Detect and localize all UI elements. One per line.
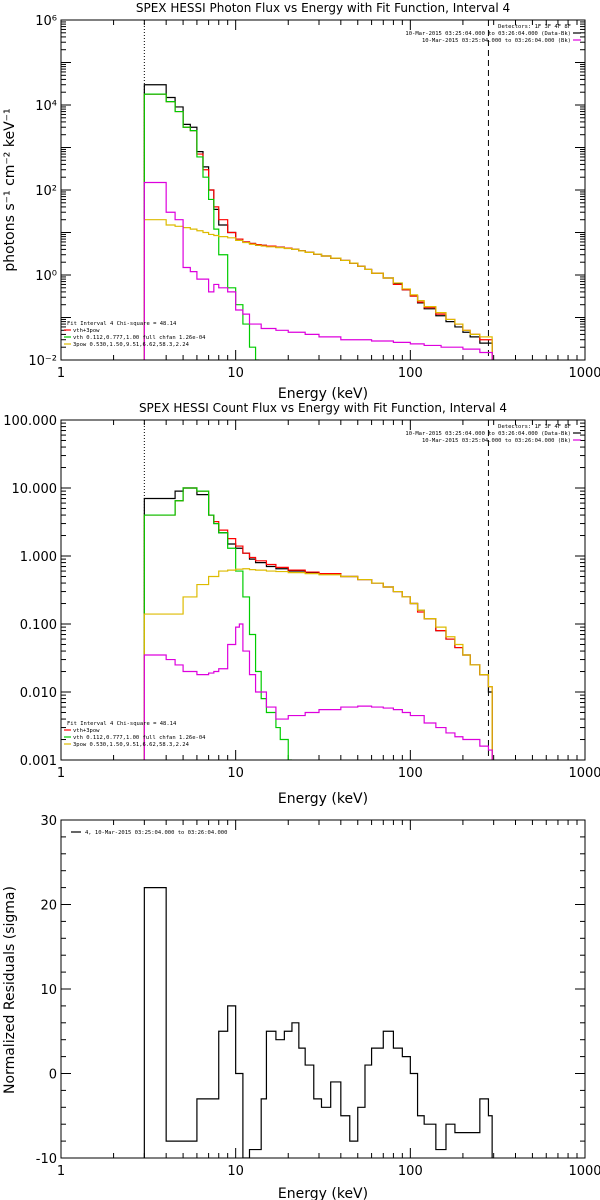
count-flux-legend-bottom-left-entry: 3pow 0.530,1.50,9.51,6.62,58.3,2.24	[73, 742, 190, 748]
photon-flux-y-tick-label: 10⁻²	[28, 354, 57, 369]
residuals-series-group	[143, 887, 493, 1158]
count-flux-y-tick-label: 1.000	[20, 550, 57, 565]
count-flux-y-tick-label: 0.100	[20, 618, 57, 633]
count-flux-legend-bottom-left-entry: vth 0.112,0.777,1.00 full chfan 1.26e-04	[73, 735, 206, 741]
count-flux-panel: SPEX HESSI Count Flux vs Energy with Fit…	[3, 401, 600, 807]
residuals-y-tick-label: 10	[40, 983, 57, 998]
count-flux-series-1-line	[143, 487, 493, 760]
residuals-y-tick-label: 20	[40, 899, 57, 914]
residuals-frame	[60, 819, 586, 1159]
count-flux-series-2-line	[143, 487, 292, 760]
photon-flux-plot-area: 1 10 100 1000 10⁻² 10⁰ 10² 10⁴ 10⁶ Detectors: 1F …	[28, 14, 600, 381]
residuals-y-axis-label: Normalized Residuals (sigma)	[2, 886, 18, 1094]
count-flux-y-tick-label: 10.000	[12, 482, 58, 497]
count-flux-legend-bottom-left-entry: vth+3pow	[73, 728, 100, 734]
count-flux-plot-area: 1 10 100 1000 0.001 0.010 0.100 1.000 10.000 100.…	[3, 414, 600, 781]
photon-flux-y-tick-label: 10⁴	[35, 99, 57, 114]
photon-flux-legend-bottom-left-entry: 3pow 0.530,1.50,9.51,6.62,58.3,2.24	[73, 342, 190, 348]
residuals-panel: 1 10 100 1000 -10 0 10 20 30 4, 10-Mar-2015 03:25…	[2, 814, 600, 1200]
residuals-x-tick-label: 100	[398, 1164, 423, 1179]
count-flux-x-tick-label: 1000	[568, 766, 600, 781]
count-flux-legend-top-right-entry: Detectors: 1F 3F 4F 8F	[498, 424, 571, 430]
residuals-plot-area: 1 10 100 1000 -10 0 10 20 30 4, 10-Mar-2015 03:25…	[36, 814, 600, 1179]
residuals-x-tick-label: 10	[227, 1164, 244, 1179]
count-flux-series-3-line	[143, 568, 493, 760]
count-flux-legend-bottom-left-entry: Fit Interval 4 Chi-square = 48.14	[67, 721, 177, 727]
photon-flux-legend-bottom-left-entry: Fit Interval 4 Chi-square = 48.14	[67, 321, 177, 327]
photon-flux-series-4-line	[143, 181, 493, 360]
photon-flux-legend-top-right-entry: 10-Mar-2015 03:25:04.000 to 03:26:04.000…	[405, 31, 571, 37]
count-flux-series-4-line	[143, 623, 493, 760]
photon-flux-legend-top-right-entry: Detectors: 1F 3F 4F 8F	[498, 24, 571, 30]
residuals-y-tick-label: -10	[36, 1152, 57, 1167]
count-flux-y-tick-label: 100.000	[3, 414, 57, 429]
count-flux-frame	[60, 419, 586, 761]
count-flux-y-tick-label: 0.001	[20, 754, 57, 769]
photon-flux-y-tick-label: 10²	[35, 184, 57, 199]
photon-flux-legend-top-right-entry: 10-Mar-2015 03:25:04.000 to 03:26:04.000…	[422, 38, 571, 44]
count-flux-legend-top-right-entry: 10-Mar-2015 03:25:04.000 to 03:26:04.000…	[405, 431, 571, 437]
count-flux-x-tick-label: 10	[227, 766, 244, 781]
photon-flux-y-axis-label: photons s⁻¹ cm⁻² keV⁻¹	[2, 108, 18, 271]
photon-flux-legend-bottom-left-entry: vth+3pow	[73, 328, 100, 334]
photon-flux-legend-bottom-left-entry: vth 0.112,0.777,1.00 full chfan 1.26e-04	[73, 335, 206, 341]
residuals-series-0-line	[143, 887, 493, 1158]
photon-flux-y-tick-label: 10⁰	[35, 269, 57, 284]
photon-flux-x-tick-label: 100	[398, 366, 423, 381]
count-flux-x-axis-label: Energy (keV)	[278, 791, 368, 807]
photon-flux-x-tick-label: 10	[227, 366, 244, 381]
count-flux-title: SPEX HESSI Count Flux vs Energy with Fit…	[139, 401, 507, 415]
count-flux-x-tick-label: 100	[398, 766, 423, 781]
photon-flux-series-2-line	[143, 93, 260, 360]
residuals-x-tick-label: 1000	[568, 1164, 600, 1179]
photon-flux-series-3-line	[143, 219, 493, 360]
residuals-y-tick-label: 0	[49, 1068, 57, 1083]
photon-flux-title: SPEX HESSI Photon Flux vs Energy with Fi…	[136, 1, 510, 15]
photon-flux-series-group	[143, 84, 493, 360]
count-flux-series-0-line	[143, 487, 493, 760]
photon-flux-x-axis-label: Energy (keV)	[278, 386, 368, 402]
residuals-x-tick-label: 1	[57, 1164, 65, 1179]
count-flux-legend-top-right-entry: 10-Mar-2015 03:25:04.000 to 03:26:04.000…	[422, 438, 571, 444]
photon-flux-panel: SPEX HESSI Photon Flux vs Energy with Fi…	[2, 1, 600, 402]
residuals-x-axis-label: Energy (keV)	[278, 1186, 368, 1200]
count-flux-y-tick-label: 0.010	[20, 686, 57, 701]
photon-flux-frame	[60, 19, 586, 361]
count-flux-series-group	[143, 487, 493, 760]
photon-flux-x-tick-label: 1000	[568, 366, 600, 381]
photon-flux-series-0-line	[143, 84, 493, 360]
residuals-y-tick-label: 30	[40, 814, 57, 829]
photon-flux-y-tick-label: 10⁶	[35, 14, 57, 29]
residuals-legend-top-left-entry: 4, 10-Mar-2015 03:25:04.000 to 03:26:04.…	[85, 830, 227, 836]
photon-flux-x-tick-label: 1	[57, 366, 65, 381]
count-flux-x-tick-label: 1	[57, 766, 65, 781]
